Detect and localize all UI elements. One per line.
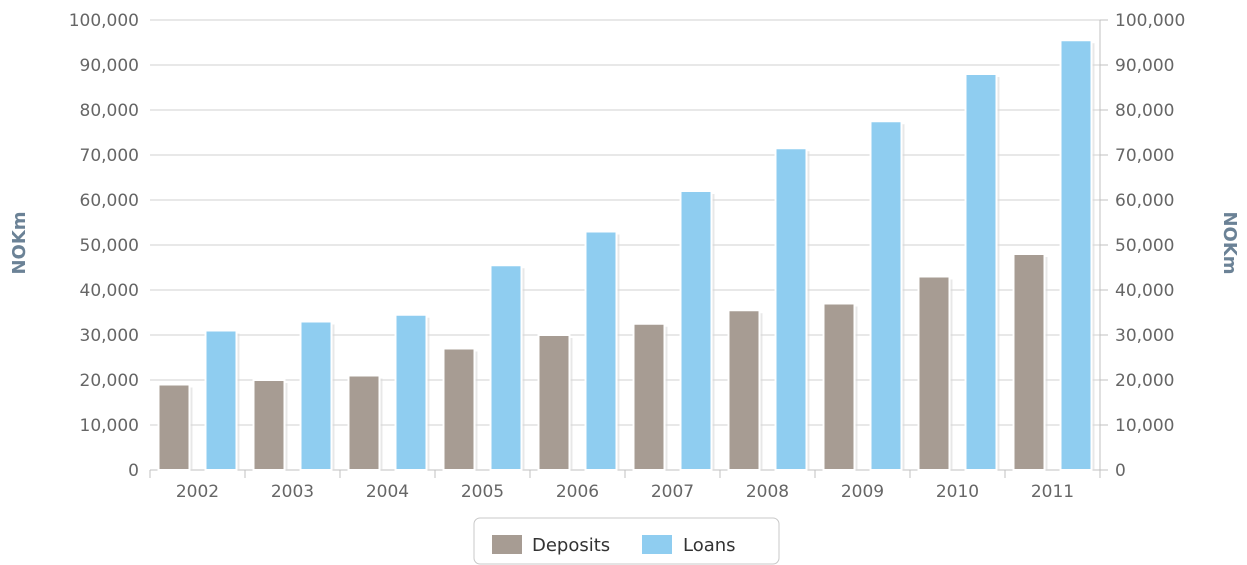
legend-swatch-loans	[642, 535, 672, 554]
y-tick-label-right: 10,000	[1115, 416, 1174, 436]
y-tick-label-right: 70,000	[1115, 146, 1174, 166]
y-tick-label-left: 100,000	[69, 11, 139, 31]
legend-box	[473, 517, 780, 565]
bar-loans-2003[interactable]	[299, 320, 335, 471]
bar-deposits-2002[interactable]	[157, 383, 193, 471]
y-tick-label-right: 60,000	[1115, 191, 1174, 211]
left-y-axis: 0 10,000 20,000 30,000 40,000 50,000 60,000 70,…	[69, 11, 139, 481]
y-tick-label-left: 0	[128, 461, 139, 481]
bar	[157, 383, 191, 471]
bar	[299, 320, 333, 471]
y-tick-label-right: 20,000	[1115, 371, 1174, 391]
legend-item-deposits[interactable]: Deposits	[492, 535, 610, 556]
x-tick-label: 2006	[556, 482, 599, 502]
bar	[442, 347, 476, 471]
x-tick-label: 2004	[366, 482, 409, 502]
y-tick-label-left: 70,000	[80, 146, 139, 166]
bar	[537, 334, 571, 471]
left-axis-title: NOKm	[9, 211, 30, 274]
bar	[632, 322, 666, 471]
bar	[252, 379, 286, 471]
y-tick-label-right: 80,000	[1115, 101, 1174, 121]
bar	[347, 374, 381, 471]
y-tick-label-left: 40,000	[80, 281, 139, 301]
bar	[679, 190, 713, 471]
legend-swatch-deposits	[492, 535, 522, 554]
y-tick-label-right: 50,000	[1115, 236, 1174, 256]
y-tick-label-right: 30,000	[1115, 326, 1174, 346]
bar-deposits-2003[interactable]	[252, 379, 288, 471]
right-axis-title: NOKm	[1219, 211, 1240, 274]
legend-label-loans: Loans	[683, 535, 736, 556]
x-tick-label: 2010	[936, 482, 979, 502]
y-tick-label-right: 90,000	[1115, 56, 1174, 76]
bar-deposits-2009[interactable]	[822, 302, 858, 471]
bar-loans-2011[interactable]	[1059, 39, 1095, 471]
x-tick-label: 2005	[461, 482, 504, 502]
bar-deposits-2006[interactable]	[537, 334, 573, 471]
legend: Deposits Loans	[473, 517, 780, 565]
bar-loans-2008[interactable]	[774, 147, 810, 471]
bar-loans-2007[interactable]	[679, 190, 715, 471]
gridlines	[150, 19, 1100, 426]
y-tick-label-left: 80,000	[80, 101, 139, 121]
right-y-axis: 0 10,000 20,000 30,000 40,000 50,000 60,000 70,…	[1099, 11, 1185, 481]
y-tick-label-right: 0	[1115, 461, 1126, 481]
bar	[822, 302, 856, 471]
bar-loans-2002[interactable]	[204, 329, 240, 471]
bar	[727, 309, 761, 471]
legend-item-loans[interactable]: Loans	[642, 535, 736, 556]
bar-deposits-2011[interactable]	[1012, 253, 1048, 471]
x-tick-label: 2002	[176, 482, 219, 502]
bar-loans-2009[interactable]	[869, 120, 905, 471]
y-tick-label-right: 40,000	[1115, 281, 1174, 301]
bar-loans-2005[interactable]	[489, 264, 525, 471]
legend-label-deposits: Deposits	[532, 535, 610, 556]
bar	[204, 329, 238, 471]
y-tick-label-left: 50,000	[80, 236, 139, 256]
bar	[774, 147, 808, 471]
bar	[394, 313, 428, 471]
bar-deposits-2010[interactable]	[917, 275, 953, 471]
bar	[584, 230, 618, 471]
bar	[869, 120, 903, 471]
x-tick-label: 2011	[1031, 482, 1074, 502]
y-tick-label-right: 100,000	[1115, 11, 1185, 31]
bar-deposits-2007[interactable]	[632, 322, 668, 471]
bar	[964, 73, 998, 471]
x-tick-label: 2007	[651, 482, 694, 502]
y-tick-label-left: 10,000	[80, 416, 139, 436]
x-tick-label: 2008	[746, 482, 789, 502]
bar	[917, 275, 951, 471]
bar-deposits-2004[interactable]	[347, 374, 383, 471]
x-axis: 2002 2003 2004 2005 2006 2007 2008 2009 2010 2011	[149, 469, 1101, 502]
y-tick-label-left: 30,000	[80, 326, 139, 346]
bar	[489, 264, 523, 471]
bar-deposits-2005[interactable]	[442, 347, 478, 471]
y-tick-label-left: 90,000	[80, 56, 139, 76]
x-tick-label: 2009	[841, 482, 884, 502]
bar-loans-2004[interactable]	[394, 313, 430, 471]
x-tick-label: 2003	[271, 482, 314, 502]
bars	[157, 39, 1095, 471]
y-tick-label-left: 60,000	[80, 191, 139, 211]
bar-loans-2006[interactable]	[584, 230, 620, 471]
y-tick-label-left: 20,000	[80, 371, 139, 391]
bar	[1059, 39, 1093, 471]
bar-loans-2010[interactable]	[964, 73, 1000, 471]
bar-deposits-2008[interactable]	[727, 309, 763, 471]
bar	[1012, 253, 1046, 471]
